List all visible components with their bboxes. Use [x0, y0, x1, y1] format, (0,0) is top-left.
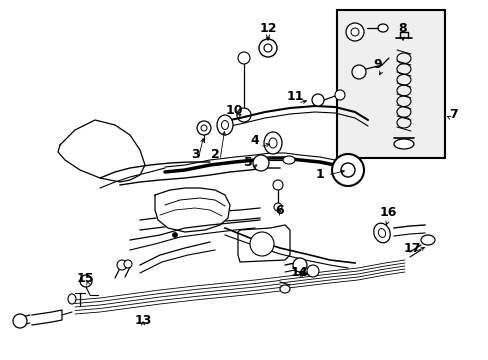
Text: 13: 13	[134, 314, 151, 327]
Ellipse shape	[373, 223, 389, 243]
Circle shape	[311, 94, 324, 106]
Circle shape	[201, 125, 206, 131]
Circle shape	[340, 163, 354, 177]
Text: 10: 10	[225, 104, 242, 117]
Text: 2: 2	[210, 148, 219, 162]
Circle shape	[292, 258, 306, 272]
Ellipse shape	[378, 229, 385, 237]
Text: 9: 9	[373, 58, 382, 72]
Circle shape	[334, 90, 345, 100]
Circle shape	[117, 260, 127, 270]
Text: 11: 11	[285, 90, 303, 104]
Text: 8: 8	[398, 22, 407, 35]
Circle shape	[252, 155, 268, 171]
Ellipse shape	[420, 235, 434, 245]
Circle shape	[272, 180, 283, 190]
Circle shape	[172, 233, 177, 238]
Ellipse shape	[264, 132, 282, 154]
Ellipse shape	[68, 294, 76, 304]
Text: 17: 17	[403, 242, 420, 255]
Polygon shape	[58, 120, 145, 182]
Text: 14: 14	[290, 266, 307, 279]
Ellipse shape	[217, 115, 232, 135]
Circle shape	[197, 121, 210, 135]
Circle shape	[259, 39, 276, 57]
Text: 4: 4	[250, 134, 259, 147]
Text: 6: 6	[275, 203, 284, 216]
Circle shape	[331, 154, 363, 186]
Text: 16: 16	[379, 207, 396, 220]
Circle shape	[238, 52, 249, 64]
Circle shape	[346, 23, 363, 41]
Circle shape	[306, 265, 318, 277]
Text: 7: 7	[448, 108, 457, 122]
Circle shape	[80, 275, 92, 287]
Bar	[336, 10, 444, 158]
Text: 3: 3	[190, 148, 199, 162]
Circle shape	[13, 314, 27, 328]
Ellipse shape	[377, 24, 387, 32]
Text: 15: 15	[76, 271, 94, 284]
Text: 5: 5	[243, 157, 252, 170]
Circle shape	[350, 28, 358, 36]
Text: 12: 12	[259, 22, 276, 35]
Circle shape	[237, 108, 250, 122]
Ellipse shape	[393, 139, 413, 149]
Circle shape	[124, 260, 132, 268]
Text: 1: 1	[315, 168, 324, 181]
Ellipse shape	[280, 285, 289, 293]
Circle shape	[249, 232, 273, 256]
Circle shape	[351, 65, 365, 79]
Ellipse shape	[221, 121, 228, 130]
Circle shape	[264, 44, 271, 52]
Ellipse shape	[283, 156, 294, 164]
Polygon shape	[238, 225, 289, 262]
Ellipse shape	[268, 138, 276, 148]
Circle shape	[273, 203, 282, 211]
Polygon shape	[155, 188, 229, 232]
